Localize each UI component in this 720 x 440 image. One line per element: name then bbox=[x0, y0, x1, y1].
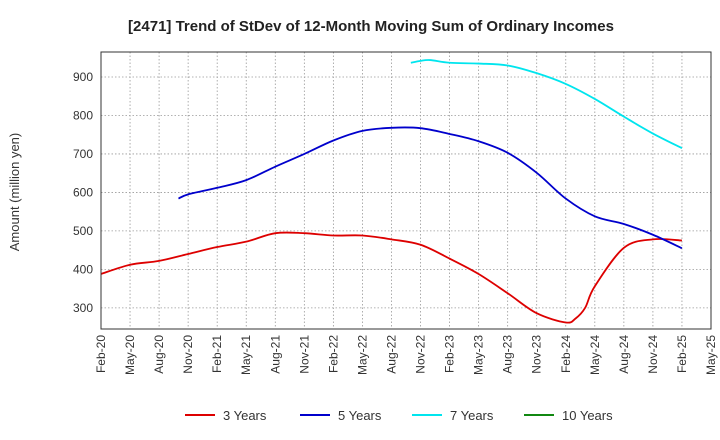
x-tick-label: May-20 bbox=[123, 335, 137, 375]
series-line-5-years bbox=[178, 126, 683, 250]
x-tick-label: Aug-22 bbox=[384, 335, 398, 374]
chart-title: [2471] Trend of StDev of 12-Month Moving… bbox=[128, 18, 614, 35]
x-tick-label: Nov-21 bbox=[297, 335, 311, 374]
x-tick-label: Feb-23 bbox=[443, 335, 457, 373]
y-tick-label: 300 bbox=[73, 301, 93, 315]
plot-frame bbox=[100, 51, 712, 330]
y-axis-label: Amount (million yen) bbox=[7, 133, 22, 252]
x-tick-label: Feb-25 bbox=[675, 335, 689, 373]
x-tick-label: May-25 bbox=[704, 335, 718, 375]
y-tick-label: 900 bbox=[73, 70, 93, 84]
grid-layer bbox=[100, 52, 712, 329]
x-tick-label: May-24 bbox=[588, 335, 602, 375]
series-layer bbox=[100, 59, 683, 324]
x-tick-label: Aug-23 bbox=[501, 335, 515, 374]
x-tick-label: Aug-21 bbox=[268, 335, 282, 374]
y-tick-label: 800 bbox=[73, 108, 93, 122]
x-tick-label: May-21 bbox=[239, 335, 253, 375]
legend-label-3-years: 3 Years bbox=[223, 408, 267, 423]
axis-layer: Feb-20 May-20 Aug-20 Nov-20 Feb-21 May-21 Aug-… bbox=[73, 70, 718, 375]
y-tick-label: 600 bbox=[73, 185, 93, 199]
x-tick-label: May-23 bbox=[472, 335, 486, 375]
series-line-3-years bbox=[100, 231, 682, 324]
x-tick-label: Feb-24 bbox=[559, 335, 573, 373]
legend-label-7-years: 7 Years bbox=[450, 408, 494, 423]
x-tick-label: Nov-20 bbox=[181, 335, 195, 374]
legend-label-10-years: 10 Years bbox=[562, 408, 613, 423]
x-tick-label: Feb-20 bbox=[94, 335, 108, 373]
legend-label-5-years: 5 Years bbox=[338, 408, 382, 423]
plot-area bbox=[101, 52, 711, 329]
series-line-7-years bbox=[410, 59, 683, 149]
x-tick-label: Nov-22 bbox=[414, 335, 428, 374]
legend: 3 Years 5 Years 7 Years 10 Years bbox=[185, 408, 613, 423]
x-tick-label: Nov-23 bbox=[530, 335, 544, 374]
y-tick-label: 400 bbox=[73, 262, 93, 276]
x-tick-label: Nov-24 bbox=[646, 335, 660, 374]
x-tick-label: Feb-21 bbox=[210, 335, 224, 373]
x-tick-label: May-22 bbox=[355, 335, 369, 375]
x-tick-label: Feb-22 bbox=[326, 335, 340, 373]
y-tick-label: 500 bbox=[73, 224, 93, 238]
x-tick-label: Aug-24 bbox=[617, 335, 631, 374]
x-tick-label: Aug-20 bbox=[152, 335, 166, 374]
y-tick-label: 700 bbox=[73, 147, 93, 161]
